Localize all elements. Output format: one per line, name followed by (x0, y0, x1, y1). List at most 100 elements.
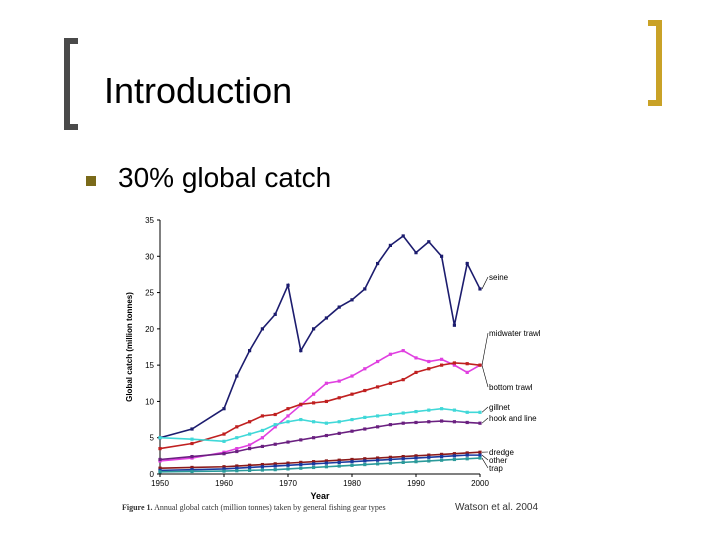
data-point (465, 261, 469, 266)
data-point (337, 458, 341, 462)
data-point (158, 470, 162, 474)
data-point (414, 460, 418, 464)
data-point (324, 461, 328, 465)
data-point (324, 459, 328, 463)
bullet-text: 30% global catch (118, 162, 332, 193)
data-point (388, 457, 392, 462)
data-point (414, 454, 418, 458)
series-label: other (489, 456, 508, 465)
data-point (222, 439, 226, 443)
data-point (452, 454, 456, 458)
data-point (222, 469, 226, 473)
series-label: hook and line (489, 414, 537, 423)
data-point (337, 464, 341, 468)
data-point (388, 381, 392, 385)
data-point (363, 427, 367, 431)
data-point (190, 468, 194, 472)
data-point (286, 467, 290, 471)
data-point (440, 254, 444, 258)
series-line-seine (159, 234, 481, 439)
data-point (465, 362, 469, 366)
data-point (260, 444, 264, 449)
y-tick-label: 15 (145, 361, 154, 370)
data-point (222, 465, 226, 469)
data-point (190, 437, 194, 441)
data-point (452, 363, 456, 367)
data-point (299, 349, 303, 353)
data-point (190, 441, 194, 446)
data-point (286, 283, 290, 287)
data-point (350, 298, 354, 302)
data-point (350, 460, 354, 464)
data-point (286, 463, 290, 467)
y-tick-label: 5 (150, 434, 155, 443)
data-point (452, 323, 456, 327)
data-point (299, 402, 303, 406)
data-point (401, 421, 405, 425)
series-label: gillnet (489, 403, 511, 412)
data-point (248, 447, 252, 451)
data-point (248, 420, 252, 424)
data-point (452, 457, 456, 462)
data-point (248, 465, 252, 470)
data-point (260, 327, 264, 331)
data-point (414, 456, 418, 460)
data-point (478, 456, 482, 460)
data-point (273, 462, 277, 466)
data-point (414, 356, 418, 360)
x-axis-label: Year (310, 491, 330, 501)
data-point (299, 417, 303, 422)
x-tick-label: 1950 (151, 479, 169, 488)
data-point (388, 455, 392, 459)
data-point (158, 436, 162, 440)
data-point (273, 312, 277, 316)
data-point (427, 359, 431, 364)
y-tick-label: 0 (150, 470, 155, 479)
series-label: midwater trawl (489, 329, 541, 338)
caption-label: Figure 1. (122, 503, 153, 512)
data-point (286, 407, 290, 411)
data-point (190, 454, 194, 459)
data-point (312, 465, 316, 470)
data-point (414, 420, 418, 425)
data-point (401, 411, 405, 415)
data-point (376, 414, 380, 418)
x-tick-label: 1960 (215, 479, 233, 488)
data-point (363, 457, 367, 461)
data-point (401, 234, 405, 238)
data-point (286, 461, 290, 465)
title-bracket-right (648, 20, 662, 106)
data-point (273, 423, 277, 427)
series-label: bottom trawl (489, 383, 533, 392)
chart-ticks: 0 5 10 15 20 25 30 35 1950 1960 1970 1980 1990 2000 (145, 216, 489, 488)
data-point (376, 458, 380, 462)
data-point (299, 462, 303, 467)
data-point (260, 428, 264, 433)
data-point (440, 357, 444, 361)
data-point (248, 432, 252, 436)
series-label-leader (481, 332, 489, 366)
data-point (427, 453, 431, 457)
data-point (401, 457, 405, 461)
data-point (465, 453, 469, 457)
data-point (158, 447, 162, 451)
data-point (235, 449, 239, 454)
data-point (222, 432, 226, 436)
x-tick-label: 1990 (407, 479, 425, 488)
data-point (248, 349, 252, 353)
data-point (452, 452, 456, 456)
data-point (299, 466, 303, 470)
series-label: dredge (489, 448, 514, 457)
data-point (452, 408, 456, 412)
data-point (299, 438, 303, 442)
data-point (286, 414, 290, 418)
data-point (363, 462, 367, 467)
data-point (235, 447, 239, 451)
x-tick-label: 1970 (279, 479, 297, 488)
data-point (465, 457, 469, 461)
data-point (158, 457, 162, 462)
data-point (337, 420, 341, 424)
data-point (235, 464, 239, 468)
data-point (427, 240, 431, 244)
chart-axes (159, 220, 480, 475)
